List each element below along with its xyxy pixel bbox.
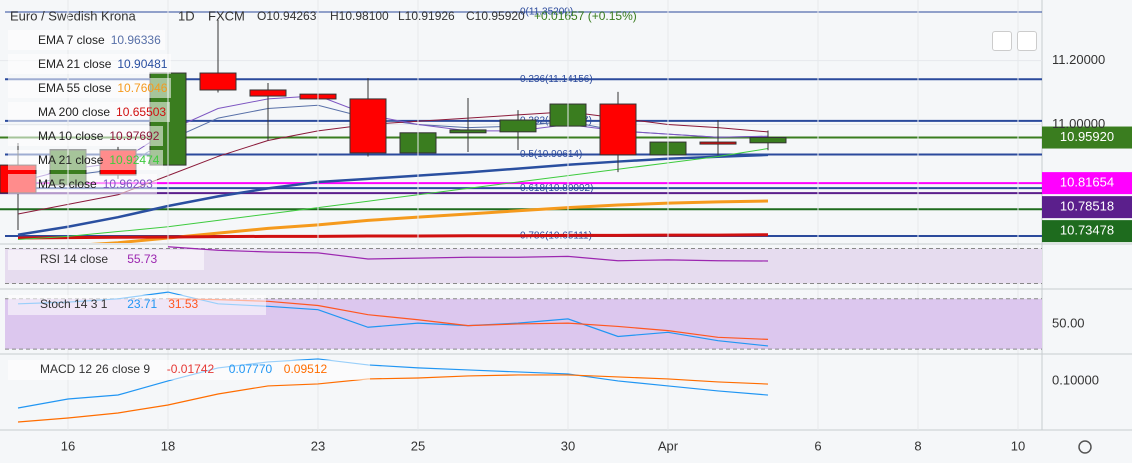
y-tick-label: 0.10000 — [1052, 372, 1099, 387]
legend-row[interactable]: EMA 21 close 10.90481 — [8, 54, 172, 74]
x-tick-label: 18 — [161, 438, 175, 453]
pane-legend: MACD 12 26 close 9 -0.01742 0.07770 0.09512 — [8, 360, 370, 380]
legend-value: 0.09512 — [284, 362, 328, 376]
price-label-box — [1042, 196, 1132, 219]
x-tick-label: 30 — [561, 438, 575, 453]
indicator-line — [167, 246, 769, 262]
symbol: Euro / Swedish Krona — [10, 8, 137, 23]
y-tick-label: 11.20000 — [1052, 52, 1105, 67]
ma-line — [17, 233, 769, 240]
legend-value: 10.97692 — [109, 129, 160, 143]
ma-line — [17, 153, 769, 236]
candle-body — [199, 72, 237, 91]
source: FXCM — [208, 8, 245, 23]
overlay: 10.95920 10.81654 10.78518 10.73478 — [1042, 126, 1132, 243]
legend-row[interactable]: MA 5 close 10.96293 — [8, 174, 157, 194]
legend-value: 55.73 — [127, 252, 157, 266]
ma-line — [17, 95, 769, 183]
candle-body — [699, 141, 737, 145]
x-tick-label: 16 — [61, 438, 75, 453]
indicator-line — [17, 374, 769, 423]
pane-legend: Stoch 14 3 1 23.71 31.53 — [8, 295, 266, 315]
legend-row[interactable]: MA 200 close 10.65503 — [8, 102, 171, 122]
legend-name: MA 200 close — [38, 105, 111, 119]
price-label: 10.81654 — [1060, 175, 1114, 190]
fib-label: 0.236(11.14156) — [520, 74, 593, 85]
y-tick-label: 11.00000 — [1052, 116, 1105, 131]
fib-label: 0.618(10.80092) — [520, 183, 593, 194]
legend-value: 10.76046 — [117, 81, 168, 95]
pane-legend: RSI 14 close 55.73 — [8, 250, 204, 270]
legend-row[interactable]: MA 21 close 10.92474 — [8, 150, 164, 170]
price-label-box — [1042, 172, 1132, 195]
legend-bg — [8, 295, 266, 315]
settings-icon[interactable] — [1078, 440, 1092, 454]
legend-value: 23.71 — [127, 297, 157, 311]
legend-value: -0.01742 — [167, 362, 215, 376]
legend-value: 10.92474 — [109, 153, 160, 167]
x-tick-label: 25 — [411, 438, 425, 453]
legend-value: 0.07770 — [229, 362, 273, 376]
price-label: 10.95920 — [1060, 129, 1114, 144]
legend-name: MA 21 close — [38, 153, 104, 167]
legend-row[interactable]: EMA 7 close 10.96336 — [8, 30, 165, 50]
legend-name: MA 5 close — [38, 177, 97, 191]
price-label: 10.73478 — [1060, 223, 1114, 238]
legend-row[interactable]: EMA 55 close 10.76046 — [8, 78, 172, 98]
ma-line — [90, 199, 769, 243]
legend-name: EMA 55 close — [38, 81, 112, 95]
indicator-line — [167, 298, 769, 341]
candle-body — [499, 119, 537, 133]
candle-body — [349, 98, 387, 154]
legend-value: 10.96336 — [110, 33, 161, 47]
x-tick-label: 10 — [1011, 438, 1025, 453]
collapse-button[interactable] — [992, 31, 1012, 51]
candle-body — [449, 129, 487, 134]
price-label: 10.78518 — [1060, 199, 1114, 214]
legend-value: 10.65503 — [116, 105, 167, 119]
x-tick-label: 8 — [914, 438, 921, 453]
legend-bg — [8, 250, 204, 270]
legend-row[interactable]: MA 10 close 10.97692 — [8, 126, 164, 146]
y-tick-label: 50.00 — [1052, 315, 1085, 330]
x-tick-label: Apr — [658, 438, 679, 453]
candle-body — [749, 137, 787, 144]
pane-title: Stoch 14 3 1 — [40, 297, 108, 311]
x-tick-label: 23 — [311, 438, 325, 453]
fib-label: 0.5(10.90614) — [520, 149, 582, 160]
ohlc-low: L10.91926 — [398, 9, 455, 23]
maximize-button[interactable] — [1017, 31, 1037, 51]
legend-bg — [8, 360, 370, 380]
ohlc-close: C10.95920 — [466, 9, 525, 23]
candle-body — [599, 103, 637, 156]
fib-label: 0(11.35200) — [520, 7, 573, 18]
legend-value: 10.96293 — [102, 177, 153, 191]
pane-title: RSI 14 close — [40, 252, 108, 266]
legend-name: MA 10 close — [38, 129, 104, 143]
ohlc-change: +0.01657 (+0.15%) — [534, 9, 637, 23]
legend-name: EMA 21 close — [38, 57, 112, 71]
ma-line — [17, 148, 769, 241]
price-label-box — [1042, 220, 1132, 243]
legend-value: 10.90481 — [117, 57, 168, 71]
candle-body — [249, 89, 287, 97]
indicator-line — [17, 358, 769, 409]
ohlc-high: H10.98100 — [330, 9, 389, 23]
main-pane: 0(11.35200)0.236(11.14156)0.382(11.01137… — [0, 7, 1042, 243]
x-tick-label: 6 — [814, 438, 821, 453]
legend-value: 31.53 — [168, 297, 198, 311]
legend-name: EMA 7 close — [38, 33, 105, 47]
ohlc-open: O10.94263 — [257, 9, 317, 23]
price-label-box — [1042, 126, 1132, 149]
interval: 1D — [178, 8, 195, 23]
pane-title: MACD 12 26 close 9 — [40, 362, 150, 376]
